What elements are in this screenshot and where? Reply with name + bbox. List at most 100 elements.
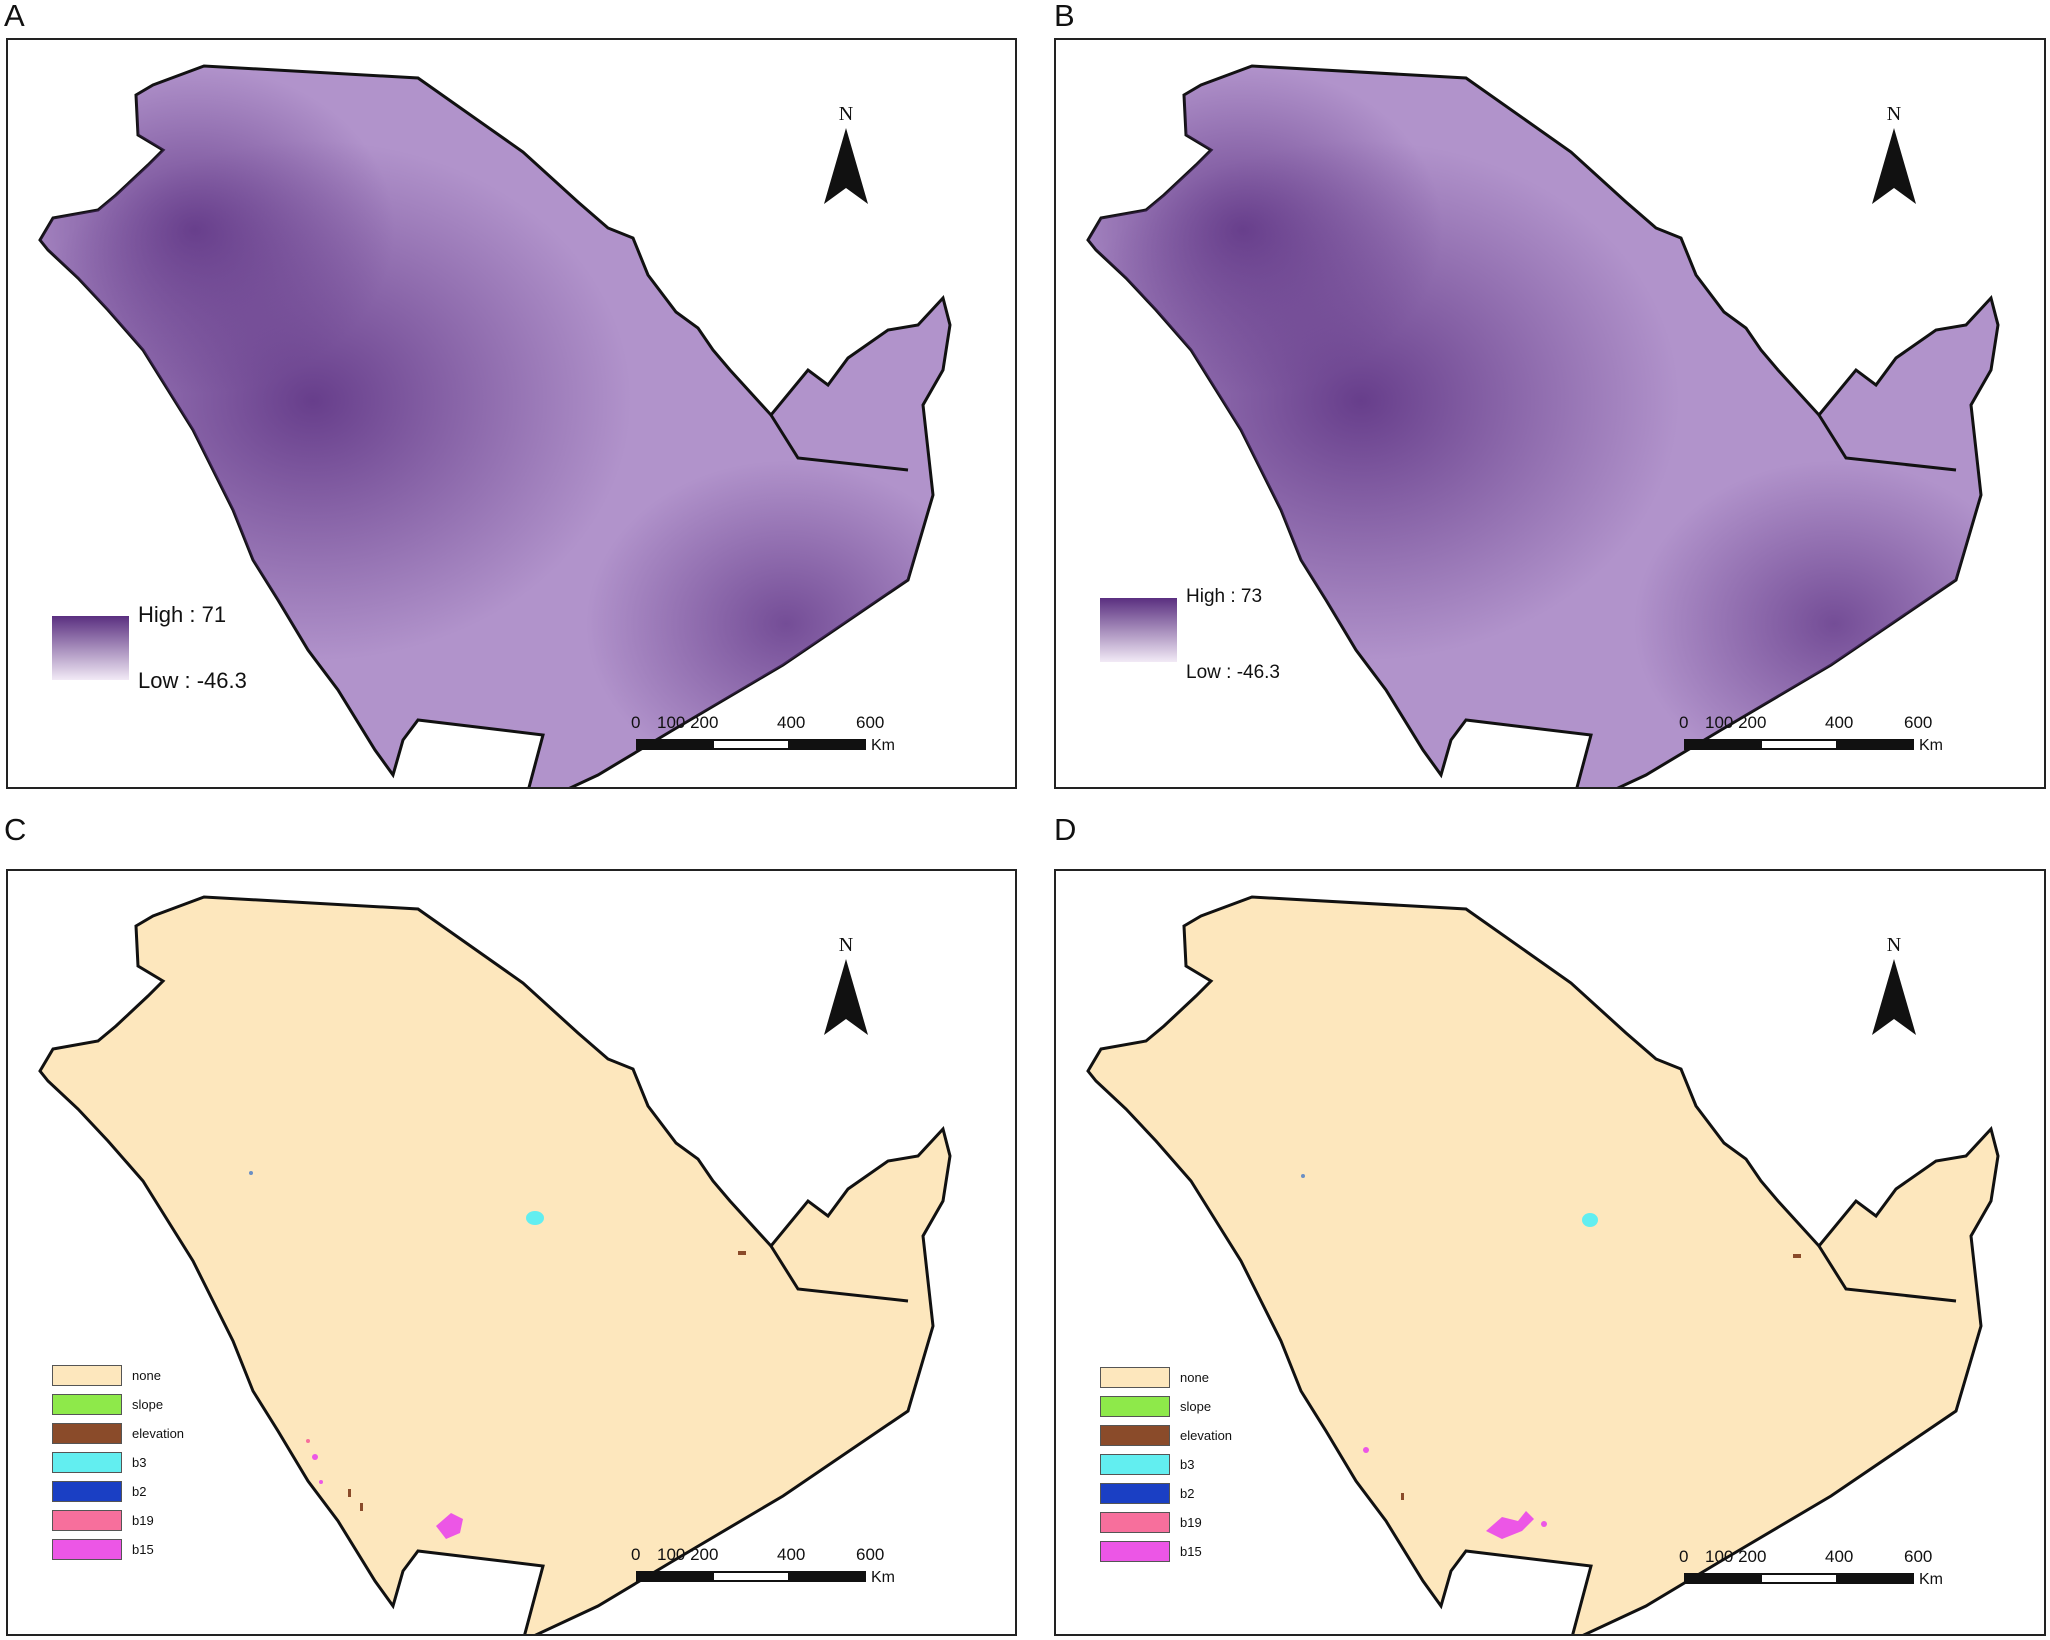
- scale-unit: Km: [1919, 737, 1943, 754]
- scale-bar-b: 0 100 200 400 600 Km: [1679, 713, 1969, 763]
- legend-swatch: [1100, 1483, 1170, 1504]
- north-letter: N: [838, 934, 854, 956]
- legend-swatch: [52, 1452, 122, 1473]
- scale-bar-c: 0 100 200 400 600 Km: [631, 1545, 921, 1595]
- legend-swatch: [52, 1365, 122, 1386]
- legend-swatch: [1100, 1367, 1170, 1388]
- scale-tick: 600: [1904, 1547, 1933, 1566]
- legend-label: b3: [1180, 1457, 1195, 1472]
- north-letter: N: [1886, 103, 1902, 125]
- internal-border: [769, 414, 909, 472]
- b3-patch: [1582, 1213, 1598, 1227]
- scale-unit: Km: [1919, 1571, 1943, 1588]
- panel-letter-a: A: [4, 0, 25, 33]
- scale-seg-white: [1760, 739, 1838, 750]
- elevation-patch: [1793, 1254, 1801, 1258]
- map-canvas-b: [1086, 64, 2000, 787]
- scale-tick: 0: [631, 1545, 641, 1564]
- legend-item-b19: b19: [52, 1510, 252, 1532]
- b15-patch: [319, 1480, 323, 1484]
- north-arrow-a: N: [816, 103, 876, 211]
- scale-bar-a: 0 100 200 400 600 Km: [631, 713, 921, 763]
- legend-item-none: none: [52, 1365, 252, 1387]
- legend-label: b19: [1180, 1515, 1202, 1530]
- scale-tick: 600: [856, 1545, 885, 1564]
- scale-tick: 600: [1904, 713, 1933, 732]
- map-panel-c: N none slope elevation b3 b2 b19 b15 0 1…: [6, 869, 1017, 1636]
- legend-low-label: Low : -46.3: [138, 668, 247, 693]
- legend-label: b3: [132, 1455, 147, 1470]
- north-letter: N: [1886, 934, 1902, 956]
- legend-item-elevation: elevation: [52, 1423, 252, 1445]
- b3-patch: [526, 1211, 544, 1225]
- scale-unit: Km: [871, 737, 895, 754]
- legend-swatch: [1100, 1541, 1170, 1562]
- legend-label: b2: [1180, 1486, 1195, 1501]
- legend-label: elevation: [132, 1426, 185, 1441]
- scale-seg-black: [788, 1571, 866, 1582]
- b15-patch: [1363, 1447, 1369, 1453]
- legend-item-b3: b3: [52, 1452, 252, 1474]
- legend-item-b15: b15: [52, 1539, 252, 1561]
- map-panel-d: N none slope elevation b3 b2 b19 b15 0 1…: [1054, 869, 2046, 1636]
- scale-seg-white: [1760, 1573, 1838, 1584]
- legend-swatch: [1100, 1512, 1170, 1533]
- legend-label: none: [1180, 1370, 1209, 1385]
- map-canvas-a: [38, 64, 952, 787]
- gradient-swatch: [1100, 598, 1177, 662]
- legend-high-label: High : 73: [1186, 586, 1263, 607]
- scale-seg-white: [712, 1571, 790, 1582]
- scale-bar-d: 0 100 200 400 600 Km: [1679, 1547, 1969, 1597]
- north-arrow-icon: [824, 959, 868, 1035]
- legend-item-elevation: elevation: [1100, 1425, 1300, 1447]
- legend-item-b2: b2: [52, 1481, 252, 1503]
- legend-swatch: [52, 1481, 122, 1502]
- legend-item-b15: b15: [1100, 1541, 1300, 1563]
- legend-label: b19: [132, 1513, 154, 1528]
- legend-swatch: [52, 1539, 122, 1560]
- b2-patch: [249, 1171, 253, 1175]
- scale-tick: 400: [777, 1545, 806, 1564]
- legend-swatch: [1100, 1396, 1170, 1417]
- legend-item-b3: b3: [1100, 1454, 1300, 1476]
- scale-tick: 100 200: [1705, 1547, 1767, 1566]
- scale-tick: 400: [1825, 1547, 1854, 1566]
- north-arrow-d: N: [1864, 934, 1924, 1042]
- north-arrow-icon: [1872, 128, 1916, 204]
- b19-patch: [306, 1439, 310, 1443]
- legend-high-label: High : 71: [138, 602, 227, 627]
- legend-label: slope: [1180, 1399, 1212, 1414]
- panel-letter-d: D: [1054, 812, 1077, 847]
- legend-label: b2: [132, 1484, 147, 1499]
- scale-tick: 400: [777, 713, 806, 732]
- internal-border: [769, 1245, 909, 1303]
- b15-patch: [1541, 1521, 1547, 1527]
- scale-tick: 0: [631, 713, 641, 732]
- scale-tick: 100 200: [657, 713, 719, 732]
- b15-patch: [312, 1454, 318, 1460]
- legend-item-slope: slope: [52, 1394, 252, 1416]
- legend-swatch: [52, 1423, 122, 1444]
- panel-letter-c: C: [4, 812, 27, 847]
- scale-tick: 100 200: [657, 1545, 719, 1564]
- elevation-patch: [738, 1251, 746, 1255]
- b15-patch: [436, 1513, 463, 1539]
- elevation-patch: [348, 1489, 351, 1497]
- north-arrow-icon: [824, 128, 868, 204]
- scale-tick: 100 200: [1705, 713, 1767, 732]
- scale-seg-black: [636, 1571, 714, 1582]
- north-arrow-b: N: [1864, 103, 1924, 211]
- north-arrow-icon: [1872, 959, 1916, 1035]
- country-shape: [38, 895, 952, 1634]
- gradient-swatch: [52, 616, 129, 680]
- map-canvas-c: [38, 895, 952, 1634]
- scale-tick: 0: [1679, 1547, 1689, 1566]
- scale-seg-black: [1836, 739, 1914, 750]
- legend-label: elevation: [1180, 1428, 1233, 1443]
- internal-border: [1817, 414, 1957, 472]
- legend-swatch: [52, 1510, 122, 1531]
- legend-item-b2: b2: [1100, 1483, 1300, 1505]
- legend-swatch: [1100, 1454, 1170, 1475]
- legend-low-label: Low : -46.3: [1186, 662, 1280, 683]
- country-shape: [1086, 895, 2000, 1634]
